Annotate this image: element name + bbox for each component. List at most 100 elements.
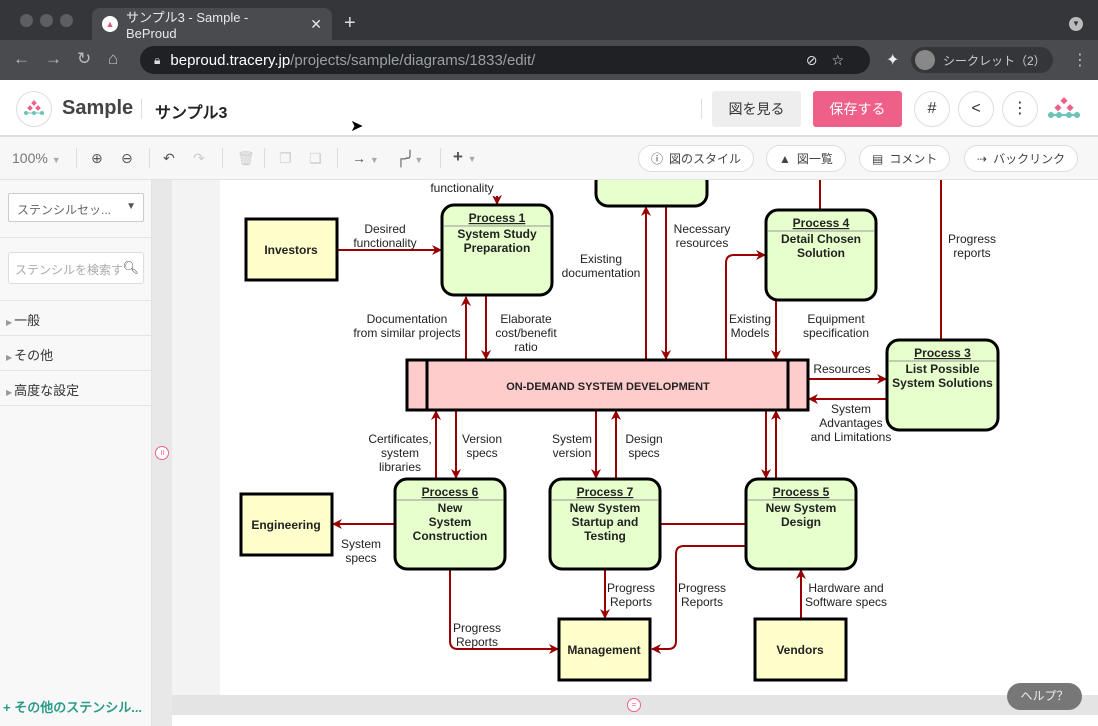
send-to-back-icon[interactable]: ❏: [309, 150, 322, 166]
search-icon[interactable]: 🔍︎: [122, 260, 139, 276]
entity-vendors[interactable]: [753, 617, 848, 682]
diagram-style-button[interactable]: ⓘ 図のスタイル: [638, 145, 755, 172]
comment-label: コメント: [889, 152, 938, 166]
zoom-out-icon[interactable]: ⊖: [121, 150, 133, 166]
app-logo[interactable]: [16, 91, 52, 127]
process-p3[interactable]: [885, 338, 1000, 432]
flow-label: Design: [625, 432, 662, 446]
window-maximize-button[interactable]: [60, 14, 73, 27]
flow-label: Progress: [607, 581, 655, 595]
star-icon[interactable]: ☆: [831, 51, 858, 68]
project-name[interactable]: Sample: [62, 97, 134, 119]
comment-button[interactable]: ▤ コメント: [859, 145, 951, 172]
process-title: Process 3: [914, 346, 971, 360]
tab-close-icon[interactable]: ✕: [310, 15, 322, 32]
stencil-search-input[interactable]: ステンシルを検索す 🔍︎: [8, 252, 144, 284]
flow-label: documentation: [562, 266, 641, 280]
reload-icon[interactable]: ↻: [77, 49, 92, 68]
divider: [141, 99, 142, 119]
stencil-category-advanced[interactable]: ▶ 高度な設定: [6, 380, 79, 399]
flow-arrow[interactable]: [651, 545, 746, 654]
stencil-category-other[interactable]: ▶ その他: [6, 345, 53, 364]
mouse-cursor-icon: ➤: [350, 118, 364, 135]
eye-off-icon[interactable]: ⊘: [805, 51, 832, 68]
flow-label: from similar projects: [353, 326, 460, 340]
url-host: beproud.tracery.jp: [170, 51, 291, 69]
forward-icon[interactable]: →: [45, 49, 62, 68]
flow-label: functionality: [430, 181, 493, 195]
waypoint-style-icon[interactable]: ┌╯▼: [396, 150, 424, 166]
save-button[interactable]: 保存する: [813, 91, 902, 127]
process-label: New System: [766, 501, 837, 515]
home-icon[interactable]: ⌂: [108, 49, 119, 68]
diagram[interactable]: ON-DEMAND SYSTEM DEVELOPMENT Investors Eng…: [172, 180, 1098, 695]
connector-style-icon[interactable]: → ▼: [352, 150, 379, 166]
stencil-category-general[interactable]: ▶ 一般: [6, 310, 40, 329]
undo-icon[interactable]: ↶: [163, 150, 175, 166]
incognito-button[interactable]: シークレット（2）: [911, 47, 1053, 73]
process-label: New System: [570, 501, 641, 515]
insert-icon[interactable]: + ▼: [453, 147, 477, 166]
process-label: Solution: [797, 246, 845, 260]
more-menu-icon[interactable]: ⋮: [1002, 91, 1038, 127]
entity-investors[interactable]: [244, 217, 339, 282]
flow-label: specs: [466, 446, 497, 460]
extensions-icon[interactable]: ✦: [886, 52, 900, 69]
process-p7[interactable]: [548, 477, 662, 571]
flow-label: specs: [345, 551, 376, 565]
flow-arrow[interactable]: [725, 250, 766, 360]
store-label: ON-DEMAND SYSTEM DEVELOPMENT: [506, 381, 710, 393]
data-store[interactable]: [405, 358, 810, 412]
window-minimize-button[interactable]: [40, 14, 53, 27]
process-label: List Possible: [905, 362, 979, 376]
browser-tab[interactable]: ▲ サンプル3 - Sample - BeProud ✕: [92, 8, 332, 41]
back-icon[interactable]: ←: [13, 49, 30, 68]
redo-icon[interactable]: ↷: [193, 150, 205, 166]
process-label: Startup and: [572, 515, 639, 529]
entity-label: Management: [567, 643, 640, 657]
help-button[interactable]: ヘルプ？: [1007, 683, 1082, 710]
address-bar[interactable]: 🔒︎ beproud.tracery.jp/projects/sample/di…: [140, 46, 870, 74]
entity-label: Engineering: [251, 518, 320, 532]
diagram-list-button[interactable]: ▲ 図一覧: [766, 145, 846, 172]
share-icon[interactable]: <: [958, 91, 994, 127]
entity-label: Vendors: [776, 643, 824, 657]
backlink-label: バックリンク: [993, 152, 1066, 166]
entity-engineering[interactable]: [239, 492, 334, 557]
favicon-icon: ▲: [102, 16, 118, 32]
delete-icon[interactable]: 🗑︎: [237, 150, 255, 166]
zoom-in-icon[interactable]: ⊕: [91, 150, 103, 166]
entity-management[interactable]: [557, 617, 652, 682]
flow-label: Resources: [813, 362, 870, 376]
tab-search-icon[interactable]: ▼: [1069, 17, 1083, 31]
splitter-handle-icon[interactable]: ॥: [155, 446, 169, 460]
slack-icon[interactable]: #: [914, 91, 950, 127]
new-tab-button[interactable]: +: [344, 12, 356, 34]
bottom-panel-handle-icon[interactable]: =: [627, 698, 641, 712]
category-label: 高度な設定: [14, 383, 80, 398]
more-stencils-link[interactable]: + その他のステンシル...: [3, 700, 143, 715]
browser-menu-icon[interactable]: ⋮: [1072, 52, 1088, 69]
incognito-icon: [915, 50, 935, 70]
divider: [0, 300, 152, 301]
backlink-button[interactable]: ⇢ バックリンク: [964, 145, 1079, 172]
process-partial[interactable]: [594, 180, 709, 208]
zoom-select[interactable]: 100% ▼: [12, 150, 61, 166]
process-p5[interactable]: [744, 477, 858, 571]
divider: [264, 148, 265, 168]
view-diagram-button[interactable]: 図を見る: [712, 91, 801, 127]
flow-label: reports: [953, 246, 990, 260]
window-close-button[interactable]: [20, 14, 33, 27]
stencil-set-select[interactable]: ステンシルセッ... ▼: [8, 193, 144, 222]
flow-label: specification: [803, 326, 869, 340]
diagram-title[interactable]: サンプル3: [155, 105, 228, 122]
lock-icon: 🔒︎: [154, 52, 161, 67]
caret-right-icon: ▶: [6, 388, 13, 397]
flow-label: Reports: [456, 635, 498, 649]
process-p1[interactable]: [440, 203, 554, 297]
process-p6[interactable]: [393, 477, 507, 571]
bring-to-front-icon[interactable]: ❐: [279, 150, 292, 166]
flow-label: Advantages: [819, 416, 882, 430]
flow-arrow[interactable]: [449, 569, 559, 654]
process-p4[interactable]: [764, 208, 878, 302]
